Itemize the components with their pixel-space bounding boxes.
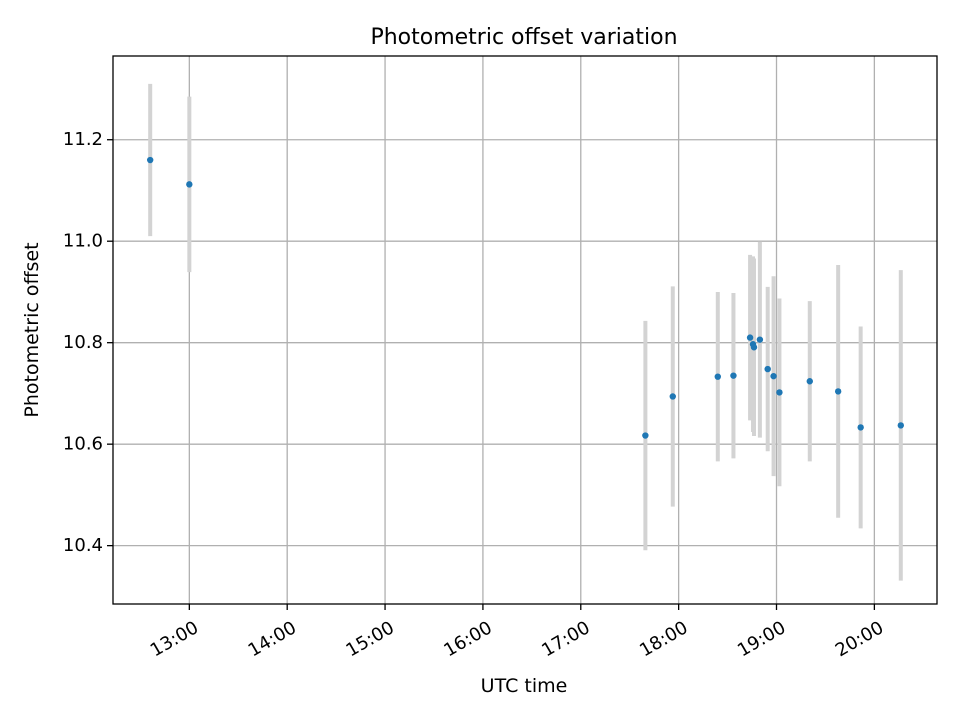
data-point xyxy=(776,389,783,396)
y-tick-label: 10.8 xyxy=(63,332,103,353)
y-tick-label: 11.0 xyxy=(63,231,103,252)
data-point xyxy=(756,336,764,343)
data-point xyxy=(897,422,904,429)
x-axis-label: UTC time xyxy=(481,675,568,697)
data-point xyxy=(730,372,737,379)
y-tick-label: 10.6 xyxy=(63,434,103,455)
data-point xyxy=(746,334,754,341)
data-point xyxy=(764,365,771,373)
data-point xyxy=(146,156,154,164)
y-axis-ticks: 10.4 10.6 10.8 11.0 11.2 xyxy=(63,129,113,556)
plot-frame xyxy=(112,55,938,605)
data-point xyxy=(857,424,864,431)
y-axis-label: Photometric offset xyxy=(21,242,43,417)
data-point xyxy=(669,393,676,400)
data-point xyxy=(186,181,193,188)
data-point xyxy=(714,373,721,380)
y-tick-label: 10.4 xyxy=(63,535,103,556)
data-point xyxy=(834,388,842,395)
data-point xyxy=(806,378,813,385)
data-point xyxy=(770,372,777,380)
data-point xyxy=(750,344,758,351)
grid xyxy=(113,56,937,604)
y-tick-label: 11.2 xyxy=(63,129,103,150)
data-point xyxy=(642,432,649,439)
data-points xyxy=(146,156,904,439)
chart-title: Photometric offset variation xyxy=(370,25,677,50)
